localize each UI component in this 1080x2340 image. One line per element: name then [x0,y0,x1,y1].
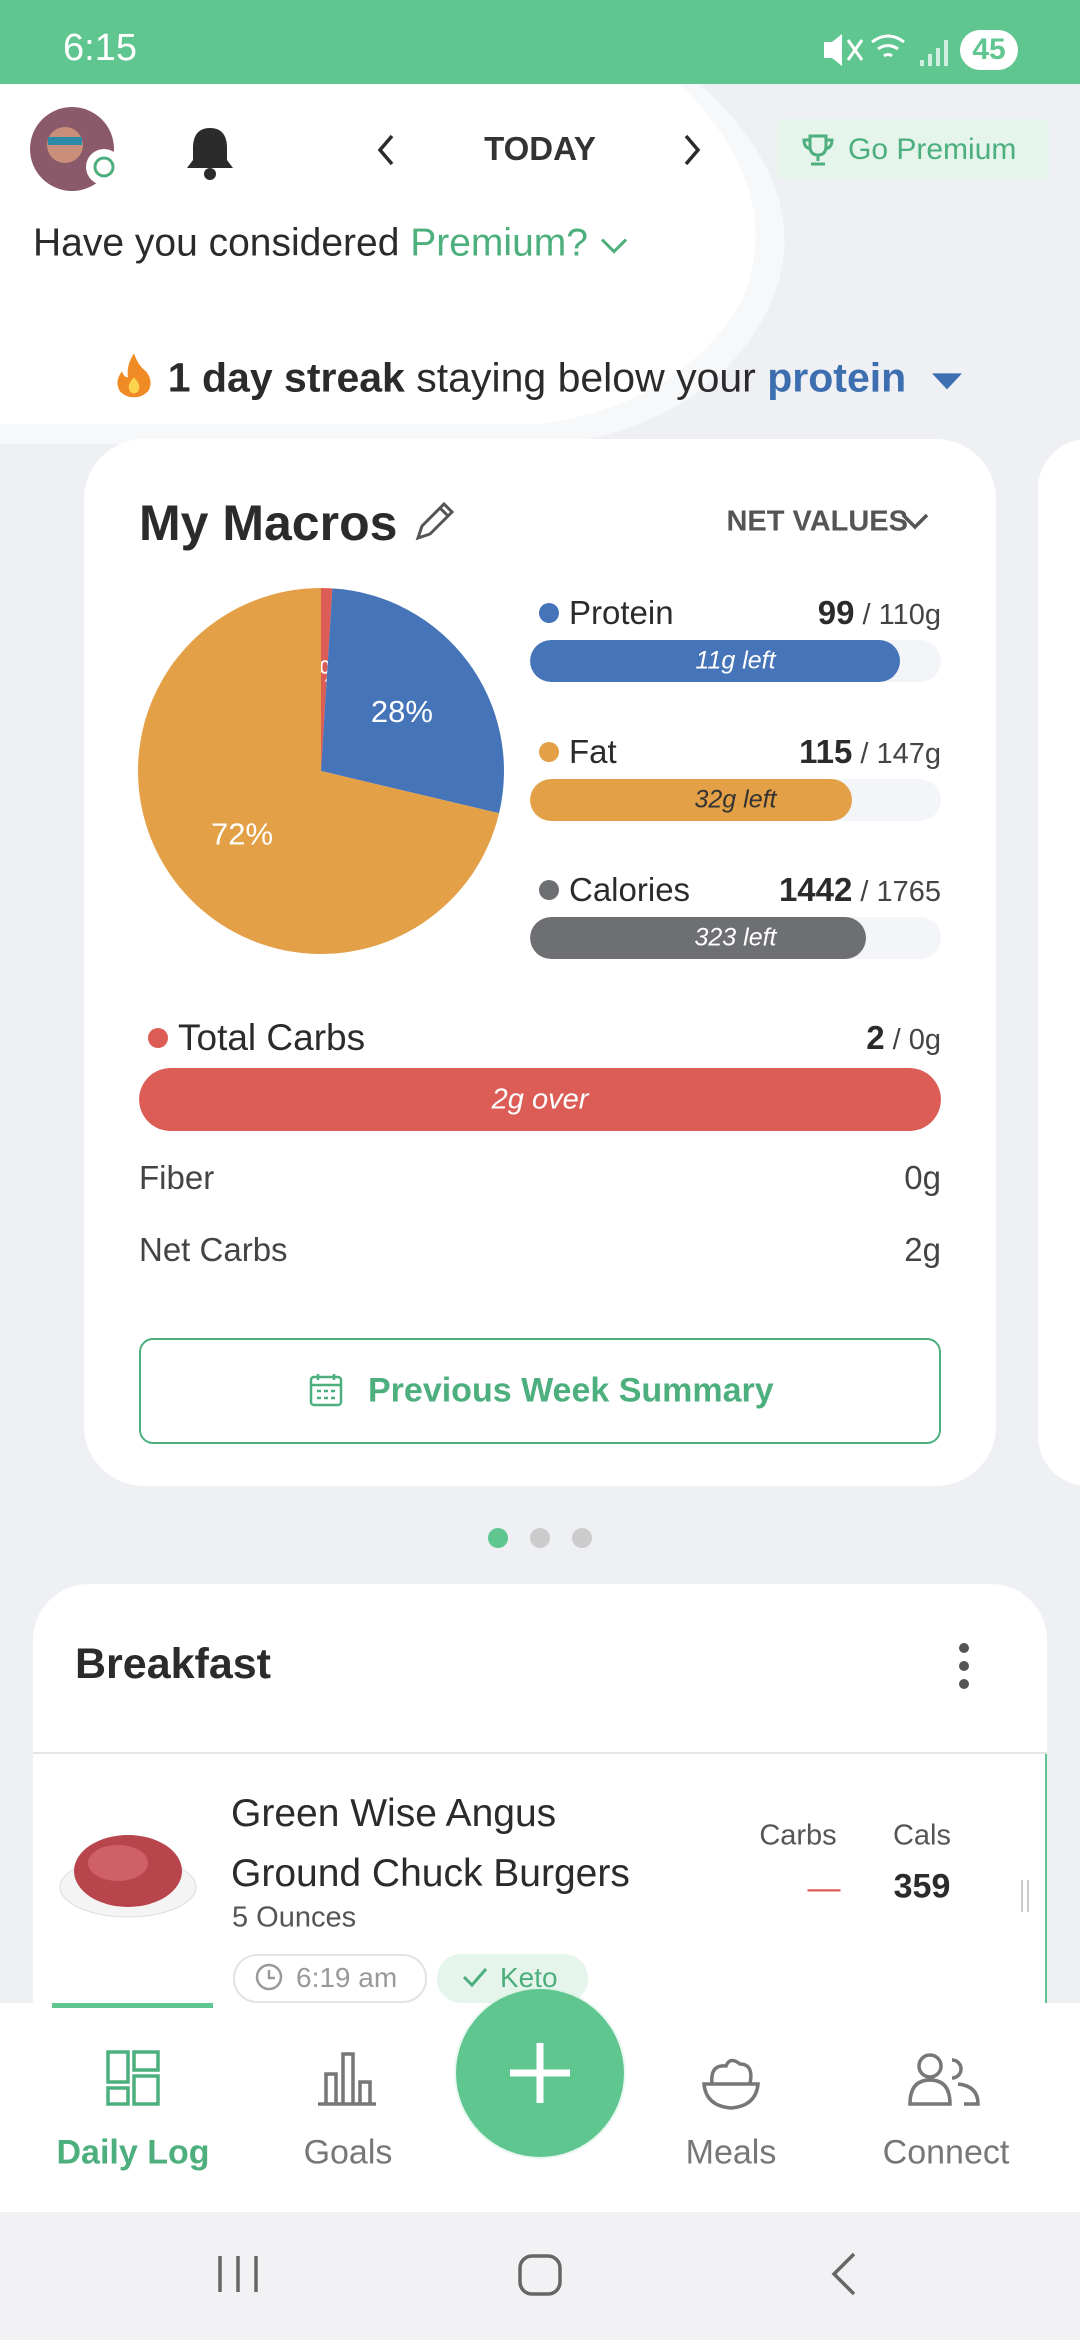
progress-label: 2g over [491,1083,589,1115]
macro-value: 1442 [778,871,853,909]
legend-dot [148,1028,168,1048]
progress-fill [530,640,900,682]
pie-slice [138,588,500,954]
progress-fill [530,779,852,821]
drag-handle[interactable] [1018,1878,1032,1914]
status-icons [824,30,1018,70]
status-bar [0,0,1080,84]
streak-line: 1 day streak staying below your protein [0,351,1080,402]
clock-icon [255,1963,283,1991]
premium-button-label: Go Premium [848,133,1017,166]
system-nav-icons[interactable] [0,2250,1080,2300]
prompt-link[interactable]: Premium? [410,221,588,265]
progress-fill [530,917,866,959]
slice-label: 28% [371,694,433,729]
streak-text: staying below your [416,354,756,401]
meal-menu[interactable] [952,1642,976,1690]
progress-track: 32g left [530,779,941,821]
pie-slice [321,588,333,771]
status-time: 6:15 [63,27,137,70]
macro-goal: / 147g [860,738,941,771]
food-image [59,1835,197,1918]
active-indicator [52,2003,213,2008]
dropdown-caret[interactable] [918,367,968,391]
nav-label[interactable]: Goals [303,2133,393,2172]
macros-pie: 1%28%72% [138,588,504,954]
legend-dot [539,880,559,900]
battery-level: 45 [972,33,1006,66]
edit-icon[interactable] [412,498,458,544]
detail-value: 0g [904,1159,941,1197]
check-icon [462,1968,488,1988]
nav-icons [106,2050,980,2110]
macro-value: 115 [799,733,853,771]
macro-name: Calories [569,871,691,909]
macro-amount: 1442/ 1765 [779,870,941,910]
chevron [901,513,929,530]
meal-title: Breakfast [75,1640,271,1689]
values-mode[interactable]: NET VALUES [726,505,908,538]
progress-track: 2g over [139,1068,941,1131]
macro-amount: 115/ 147g [799,732,941,772]
detail-label: Net Carbs [139,1231,288,1269]
summary-button[interactable] [139,1338,941,1444]
food-carbs: — [807,1869,841,1907]
food-name[interactable]: Green Wise Angus Ground Chuck Burgers [231,1792,630,1895]
chevron [600,238,627,254]
time-pill [233,1954,427,2003]
premium-prompt: Have you considered Premium? [33,221,629,268]
calendar-icon [309,1374,343,1407]
streak-nutrient[interactable]: protein [767,354,907,401]
progress-track: 11g left [530,640,941,682]
add-button[interactable] [440,1973,640,2173]
premium-button[interactable] [777,119,1049,179]
divider [33,1752,1047,1754]
progress-label: 323 left [694,923,777,952]
column-label: Carbs [759,1819,837,1852]
legend-dot [539,742,559,762]
system-nav [0,2212,1080,2340]
legend-dot [539,603,559,623]
macro-name: Protein [569,594,674,632]
detail-label: Fiber [139,1159,215,1197]
date-arrows[interactable] [374,132,704,168]
macro-name: Fat [569,733,617,771]
date-label: TODAY [484,130,596,168]
summary-button-label: Previous Week Summary [368,1371,774,1410]
avatar[interactable] [30,107,130,197]
progress-fill [139,1068,941,1131]
food-amount: 5 Ounces [232,1901,357,1934]
column-label: Cals [892,1819,951,1852]
streak-count: 1 day streak [167,354,405,401]
page-dots [488,1528,592,1548]
progress-label: 32g left [694,785,777,814]
macro-goal: / 110g [862,599,941,632]
progress-track: 323 left [530,917,941,959]
macro-amount: 99/ 110g [818,593,941,633]
header-background [0,84,785,444]
nav-label[interactable]: Connect [882,2133,1010,2172]
trophy-icon [802,134,834,166]
slice-label: 72% [211,816,273,851]
macro-name: Total Carbs [178,1016,366,1058]
pie-slice [321,588,504,814]
macro-amount: 2/ 0g [866,1018,941,1058]
notifications-icon[interactable] [184,124,236,180]
prompt-text: Have you considered [33,221,400,265]
card-title: My Macros [139,495,398,551]
food-cals: 359 [893,1867,951,1906]
flame-icon [117,353,151,398]
detail-value: 2g [904,1231,941,1269]
selection-edge [1045,1754,1047,2004]
nav-label[interactable]: Meals [685,2133,777,2172]
macro-goal: / 1765 [860,876,941,909]
nav-label[interactable]: Daily Log [56,2133,210,2172]
macro-value: 99 [817,594,855,632]
progress-label: 11g left [695,646,776,675]
macro-value: 2 [866,1019,885,1057]
next-card[interactable] [1038,439,1080,1486]
macro-goal: / 0g [892,1024,941,1057]
food-time: 6:19 am [296,1962,398,1994]
